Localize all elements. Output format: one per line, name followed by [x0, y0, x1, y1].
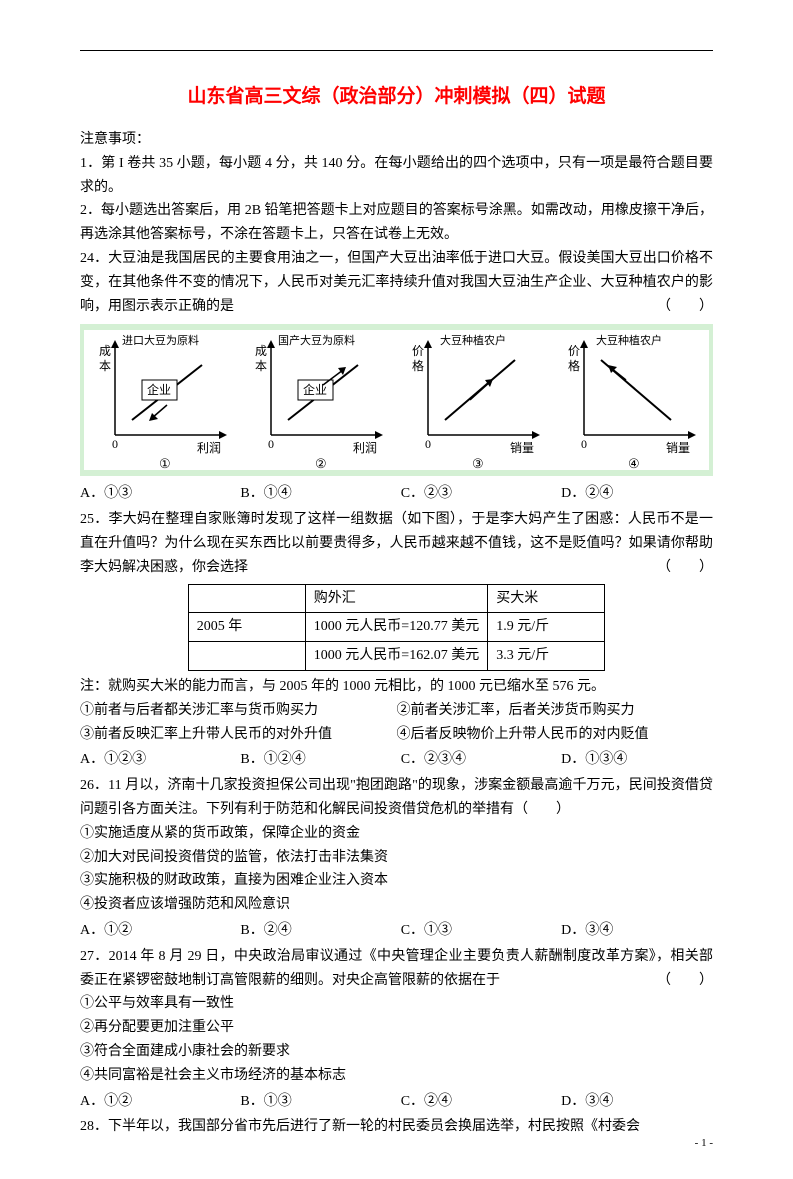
chart1-inner: 企业 [147, 382, 171, 397]
q25-opt-c: C．②③④ [401, 748, 553, 772]
exam-title: 山东省高三文综（政治部分）冲刺模拟（四）试题 [80, 81, 713, 108]
q26-s1: ①实施适度从紧的货币政策，保障企业的资金 [80, 822, 713, 846]
q24-body: 24．大豆油是我国居民的主要食用油之一，但国产大豆出油率低于进口大豆。假设美国大… [80, 251, 713, 314]
q27-s2: ②再分配要更加注重公平 [80, 1016, 713, 1040]
th-1: 购外汇 [305, 584, 487, 613]
question-28-text: 28．下半年以，我国部分省市先后进行了新一轮的村民委员会换届选举，村民按照《村委… [80, 1115, 713, 1139]
chart-3: 价 格 0 销量 大豆种植农户 ③ [400, 330, 550, 470]
q25-opt-b: B．①②④ [240, 748, 392, 772]
notice-header: 注意事项： [80, 128, 713, 152]
svg-text:0: 0 [425, 437, 431, 451]
svg-text:本: 本 [99, 359, 111, 373]
q24-bracket: （ ） [657, 295, 713, 319]
q26-opt-d: D．③④ [561, 919, 713, 943]
chart-1: 成 本 0 利润 进口大豆为原料 企业 ① [87, 330, 237, 470]
svg-text:0: 0 [112, 437, 118, 451]
question-26-text: 26．11 月以，济南十几家投资担保公司出现"抱团跑路"的现象，涉案金额最高逾千… [80, 774, 713, 822]
chart1-boxlabel: 进口大豆为原料 [122, 333, 199, 347]
charts-panel: 成 本 0 利润 进口大豆为原料 企业 ① [80, 324, 713, 476]
q25-opt-a: A．①②③ [80, 748, 232, 772]
svg-text:大豆种植农户: 大豆种植农户 [440, 333, 506, 347]
chart1-ylabel: 成 [99, 344, 111, 358]
q27-bracket: （ ） [657, 969, 713, 993]
q27-s4: ④共同富裕是社会主义市场经济的基本标志 [80, 1064, 713, 1088]
notice-2: 2．每小题选出答案后，用 2B 铅笔把答题卡上对应题目的答案标号涂黑。如需改动，… [80, 199, 713, 247]
chart-2: 成 本 0 利润 国产大豆为原料 企业 ② [243, 330, 393, 470]
q27-s1: ①公平与效率具有一致性 [80, 992, 713, 1016]
svg-text:④: ④ [628, 456, 640, 470]
q25-opt-d: D．①③④ [561, 748, 713, 772]
q26-opt-a: A．①② [80, 919, 232, 943]
q25-s2: ②前者关涉汇率，后者关涉货币购买力 [397, 699, 714, 723]
notice-1: 1．第 I 卷共 35 小题，每小题 4 分，共 140 分。在每小题给出的四个… [80, 152, 713, 200]
svg-text:国产大豆为原料: 国产大豆为原料 [278, 333, 355, 347]
td-r1c1: 1000 元人民币=162.07 美元 [305, 642, 487, 671]
q24-opt-a: A．①③ [80, 482, 232, 506]
svg-text:③: ③ [472, 456, 484, 470]
svg-text:格: 格 [412, 358, 424, 373]
svg-text:价: 价 [412, 344, 424, 358]
chart1-xlabel: 利润 [197, 441, 221, 455]
q25-bracket: （ ） [657, 556, 713, 580]
svg-text:企业: 企业 [303, 382, 327, 397]
svg-text:销量: 销量 [510, 441, 534, 455]
svg-text:成: 成 [255, 344, 267, 358]
svg-text:②: ② [315, 456, 327, 470]
q27-s3: ③符合全面建成小康社会的新要求 [80, 1040, 713, 1064]
q27-opt-d: D．③④ [561, 1090, 713, 1114]
q24-opt-c: C．②③ [401, 482, 553, 506]
question-24-text: 24．大豆油是我国居民的主要食用油之一，但国产大豆出油率低于进口大豆。假设美国大… [80, 247, 713, 318]
q25-body: 25．李大妈在整理自家账簿时发现了这样一组数据（如下图），于是李大妈产生了困惑：… [80, 512, 713, 575]
svg-text:格: 格 [568, 358, 580, 373]
q26-s3: ③实施积极的财政政策，直接为困难企业注入资本 [80, 869, 713, 893]
q25-table: 购外汇 买大米 2005 年 1000 元人民币=120.77 美元 1.9 元… [188, 584, 605, 671]
svg-text:本: 本 [255, 359, 267, 373]
q24-opt-d: D．②④ [561, 482, 713, 506]
page-number: - 1 - [695, 1137, 713, 1149]
q27-opt-a: A．①② [80, 1090, 232, 1114]
question-27-text: 27．2014 年 8 月 29 日，中央政治局审议通过《中央管理企业主要负责人… [80, 945, 713, 993]
th-0 [188, 584, 305, 613]
td-r0c0: 2005 年 [188, 613, 305, 642]
svg-text:0: 0 [581, 437, 587, 451]
svg-text:利润: 利润 [353, 441, 377, 455]
q25-s1: ①前者与后者都关涉汇率与货币购买力 [80, 699, 397, 723]
q25-s4: ④后者反映物价上升带人民币的对内贬值 [397, 723, 714, 747]
td-r1c2: 3.3 元/斤 [488, 642, 605, 671]
th-2: 买大米 [488, 584, 605, 613]
svg-text:价: 价 [568, 344, 580, 358]
q25-note: 注：就购买大米的能力而言，与 2005 年的 1000 元相比，的 1000 元… [80, 675, 713, 699]
q24-opt-b: B．①④ [240, 482, 392, 506]
question-25-text: 25．李大妈在整理自家账簿时发现了这样一组数据（如下图），于是李大妈产生了困惑：… [80, 508, 713, 579]
q27-opt-c: C．②④ [401, 1090, 553, 1114]
td-r0c1: 1000 元人民币=120.77 美元 [305, 613, 487, 642]
td-r0c2: 1.9 元/斤 [488, 613, 605, 642]
q26-opt-c: C．①③ [401, 919, 553, 943]
svg-text:销量: 销量 [666, 441, 690, 455]
svg-text:大豆种植农户: 大豆种植农户 [596, 333, 662, 347]
q26-s2: ②加大对民间投资借贷的监管，依法打击非法集资 [80, 846, 713, 870]
td-r1c0 [188, 642, 305, 671]
svg-text:0: 0 [268, 437, 274, 451]
q27-body: 27．2014 年 8 月 29 日，中央政治局审议通过《中央管理企业主要负责人… [80, 949, 713, 988]
q26-opt-b: B．②④ [240, 919, 392, 943]
q25-s3: ③前者反映汇率上升带人民币的对外升值 [80, 723, 397, 747]
q26-s4: ④投资者应该增强防范和风险意识 [80, 893, 713, 917]
q27-opt-b: B．①③ [240, 1090, 392, 1114]
chart1-num: ① [159, 456, 171, 470]
chart-4: 价 格 0 销量 大豆种植农户 ④ [556, 330, 706, 470]
